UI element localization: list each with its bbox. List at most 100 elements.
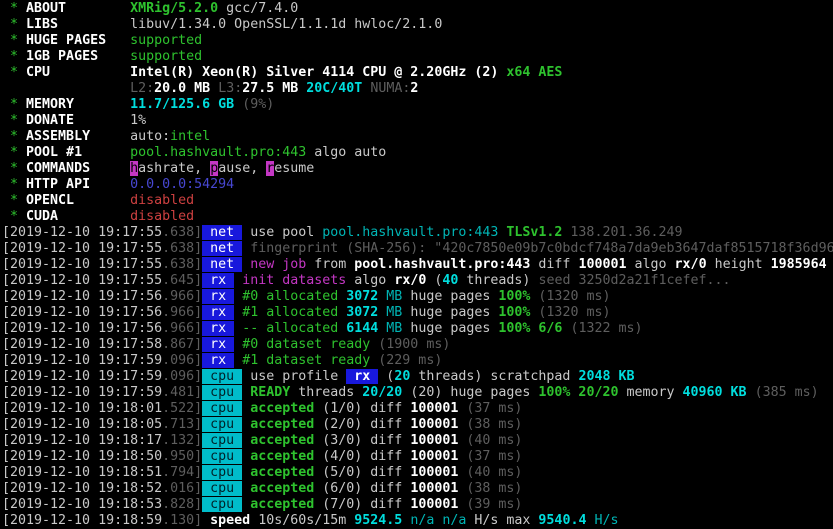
info-value-segment: L2: xyxy=(130,81,155,96)
log-message-segment: init datasets xyxy=(242,273,347,288)
info-label: POOL #1 xyxy=(26,145,131,160)
info-value-segment: 20C/40T xyxy=(306,81,371,96)
info-value-segment: libuv/1.34.0 OpenSSL/1.1.1d hwloc/2.1.0 xyxy=(130,17,443,32)
log-message-segment: 20 xyxy=(394,369,411,384)
log-message-segment: fingerprint (SHA-256): "420c7850e09b7c0b… xyxy=(250,241,833,256)
log-timestamp: [2019-12-10 19:18:51 xyxy=(2,465,163,480)
log-message-segment: 138.201.36.249 xyxy=(570,225,683,240)
log-message-segment: rx/0 xyxy=(674,257,707,272)
log-message-segment: READY xyxy=(250,385,291,400)
log-message-segment: 100001 xyxy=(410,497,459,512)
log-message-segment: 100001 xyxy=(410,433,459,448)
cpu-tag-badge: cpu xyxy=(202,449,243,464)
cpu-tag-badge: cpu xyxy=(202,497,243,512)
info-value-segment: auto: xyxy=(130,129,171,144)
log-timestamp-ms: .966] xyxy=(162,321,203,336)
log-message-segment: -- allocated xyxy=(242,321,347,336)
log-message-segment: 100001 xyxy=(410,481,459,496)
info-line: * MEMORY 11.7/125.6 GB (9%) xyxy=(2,97,833,113)
command-hotkey: h xyxy=(130,161,139,176)
log-timestamp: [2019-12-10 19:18:01 xyxy=(2,401,163,416)
spacer xyxy=(234,353,242,368)
log-message-segment: algo xyxy=(626,257,675,272)
spacer xyxy=(234,321,242,336)
spacer xyxy=(242,449,250,464)
log-message-segment: TLSv1.2 xyxy=(506,225,571,240)
log-line: [2019-12-10 19:18:51.794] cpu accepted (… xyxy=(2,465,833,481)
rx-tag-badge: rx xyxy=(202,305,235,320)
info-line: * HTTP API 0.0.0.0:54294 xyxy=(2,177,833,193)
log-message-segment: (1322 ms) xyxy=(570,321,643,336)
command-hotkey: p xyxy=(210,161,219,176)
log-message-segment: 1985964 xyxy=(770,257,827,272)
log-message-segment: (385 ms) xyxy=(754,385,819,400)
asterisk-bullet: * xyxy=(2,193,27,208)
spacer xyxy=(242,497,250,512)
log-timestamp: [2019-12-10 19:18:59 xyxy=(2,513,163,528)
log-timestamp-ms: .096] xyxy=(162,369,203,384)
spacer xyxy=(242,433,250,448)
info-label: HUGE PAGES xyxy=(26,33,131,48)
spacer xyxy=(234,337,242,352)
log-message-segment: 100% 20/20 xyxy=(538,385,619,400)
log-timestamp: [2019-12-10 19:17:59 xyxy=(2,353,163,368)
info-label: LIBS xyxy=(26,17,131,32)
asterisk-bullet: * xyxy=(2,1,27,16)
log-timestamp-ms: .966] xyxy=(162,305,203,320)
log-line: [2019-12-10 19:18:01.522] cpu accepted (… xyxy=(2,401,833,417)
log-message-segment: use pool xyxy=(250,225,323,240)
info-value-segment: NUMA: xyxy=(370,81,411,96)
log-message-segment: (229 ms) xyxy=(378,353,443,368)
log-timestamp: [2019-12-10 19:18:52 xyxy=(2,481,163,496)
log-message-segment: 40960 KB xyxy=(682,385,755,400)
log-message-segment: (37 ms) xyxy=(466,401,523,416)
log-message-segment: (7/0) diff xyxy=(314,497,411,512)
info-line: * DONATE 1% xyxy=(2,113,833,129)
log-timestamp-ms: .713] xyxy=(162,417,203,432)
info-line: * POOL #1 pool.hashvault.pro:443 algo au… xyxy=(2,145,833,161)
info-value-segment: intel xyxy=(170,129,211,144)
log-message-segment: (40 ms) xyxy=(466,433,523,448)
log-message-segment: 9524.5 xyxy=(354,513,411,528)
spacer xyxy=(242,369,250,384)
log-message-segment: (4/0) diff xyxy=(314,449,411,464)
spacer xyxy=(242,257,250,272)
log-line: [2019-12-10 19:17:56.966] rx #1 allocate… xyxy=(2,305,833,321)
log-message-segment: 100% xyxy=(498,289,539,304)
log-message-segment: threads) scratchpad xyxy=(410,369,579,384)
info-line: * OPENCL disabled xyxy=(2,193,833,209)
cpu-tag-badge: cpu xyxy=(202,465,243,480)
log-message-segment: (1320 ms) xyxy=(538,305,611,320)
spacer xyxy=(242,465,250,480)
log-line: [2019-12-10 19:17:59.481] cpu READY thre… xyxy=(2,385,833,401)
log-timestamp-ms: .638] xyxy=(162,241,203,256)
rx-tag-badge: rx xyxy=(202,289,235,304)
indent xyxy=(2,81,26,96)
info-value-segment: supported xyxy=(130,49,203,64)
log-message-segment: seed 3250d2a21f1cefef... xyxy=(538,273,731,288)
cpu-tag-badge: cpu xyxy=(202,433,243,448)
log-timestamp-ms: .638] xyxy=(162,257,203,272)
log-message-segment: MB xyxy=(386,321,411,336)
rx-tag-badge: rx xyxy=(202,337,235,352)
log-message-segment: 100001 xyxy=(410,417,459,432)
log-timestamp: [2019-12-10 19:18:50 xyxy=(2,449,163,464)
log-timestamp: [2019-12-10 19:17:55 xyxy=(2,273,163,288)
log-timestamp: [2019-12-10 19:17:55 xyxy=(2,241,163,256)
log-line: [2019-12-10 19:18:17.132] cpu accepted (… xyxy=(2,433,833,449)
log-message-segment: n/a n/a xyxy=(410,513,475,528)
log-message-segment: accepted xyxy=(250,497,315,512)
info-value-segment: XMRig/5.2.0 xyxy=(130,1,219,16)
log-timestamp: [2019-12-10 19:17:55 xyxy=(2,257,163,272)
net-tag-badge: net xyxy=(202,241,243,256)
log-message-segment: 6144 xyxy=(346,321,387,336)
log-line: [2019-12-10 19:17:55.638] net new job fr… xyxy=(2,257,833,273)
spacer xyxy=(234,305,242,320)
info-value-segment: 1% xyxy=(130,113,147,128)
info-line: * LIBS libuv/1.34.0 OpenSSL/1.1.1d hwloc… xyxy=(2,17,833,33)
log-message-segment: threads xyxy=(290,385,363,400)
log-timestamp-ms: .481] xyxy=(162,385,203,400)
asterisk-bullet: * xyxy=(2,129,27,144)
log-message-segment: 100% xyxy=(498,305,539,320)
